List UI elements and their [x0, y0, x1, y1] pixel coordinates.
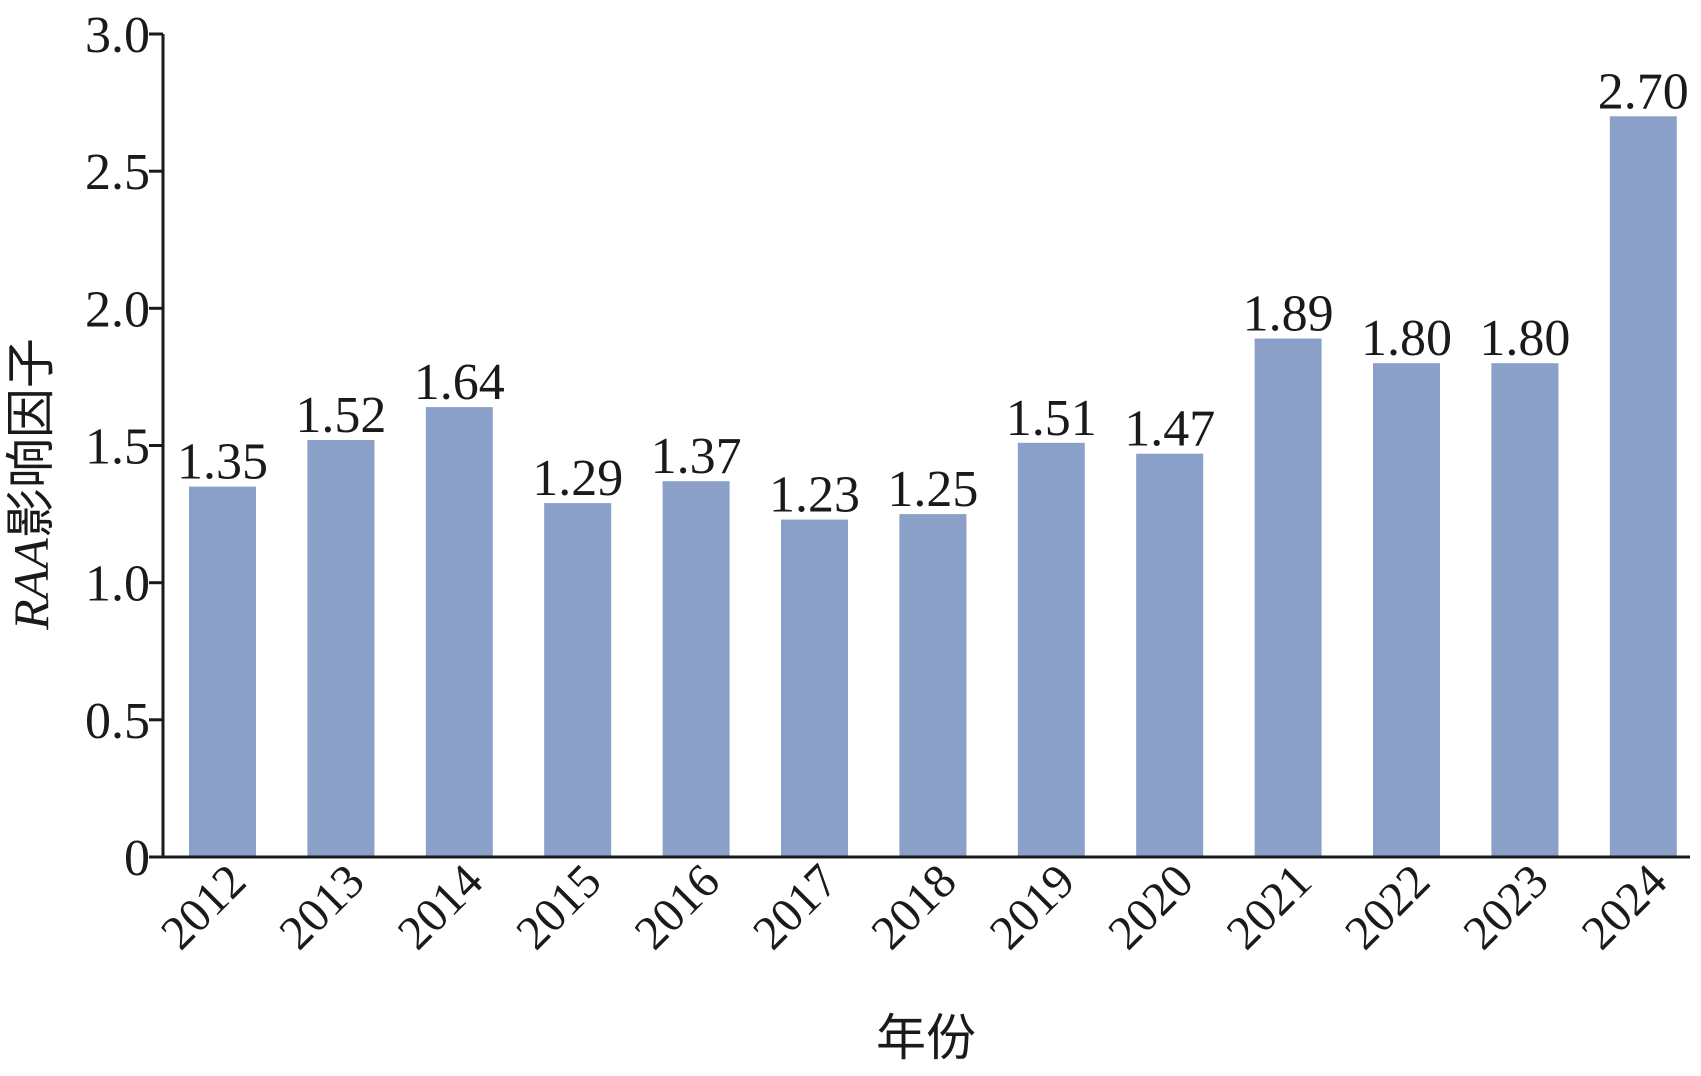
x-tick-label-2021: 2021 — [1217, 854, 1322, 959]
bar-2018 — [899, 514, 967, 857]
data-label-2016: 1.37 — [651, 428, 742, 485]
bar-2013 — [307, 440, 375, 857]
data-label-2021: 1.89 — [1243, 286, 1334, 343]
y-tick-label-1.5: 1.5 — [85, 419, 150, 476]
x-tick-label-2014: 2014 — [388, 854, 493, 959]
data-label-2018: 1.25 — [887, 461, 978, 518]
x-tick-label-2019: 2019 — [980, 854, 1085, 959]
data-label-2017: 1.23 — [769, 467, 860, 524]
data-label-2014: 1.64 — [414, 354, 505, 411]
y-tick-label-1.0: 1.0 — [85, 556, 150, 613]
bar-2012 — [189, 486, 256, 857]
y-ticks-layer: 0 0.5 1.0 1.5 2.0 2.5 3.0 — [85, 7, 163, 887]
x-tick-label-2022: 2022 — [1335, 854, 1440, 959]
y-tick-label-0: 0 — [124, 830, 150, 887]
data-label-2023: 1.80 — [1479, 310, 1570, 367]
data-labels-layer: 1.35 1.52 1.64 1.29 1.37 1.23 1.25 1.51 1.47 1.89… — [177, 63, 1689, 523]
x-tick-label-2018: 2018 — [861, 854, 966, 959]
x-tick-label-2017: 2017 — [743, 854, 848, 959]
x-tick-label-2013: 2013 — [269, 854, 374, 959]
data-label-2020: 1.47 — [1124, 401, 1215, 458]
data-label-2013: 1.52 — [295, 387, 386, 444]
y-tick-label-0.5: 0.5 — [85, 693, 150, 750]
x-tick-label-2015: 2015 — [506, 854, 611, 959]
data-label-2024: 2.70 — [1598, 63, 1689, 120]
bar-2020 — [1136, 453, 1204, 857]
y-axis-label-italic: RAA — [3, 538, 59, 631]
bar-2024 — [1609, 116, 1677, 858]
x-axis-label: 年份 — [876, 1010, 976, 1066]
data-label-2019: 1.51 — [1006, 390, 1097, 447]
x-tick-label-2020: 2020 — [1098, 854, 1203, 959]
bar-2014 — [425, 407, 493, 857]
bar-2016 — [662, 481, 730, 857]
y-tick-label-2.5: 2.5 — [85, 144, 150, 201]
y-tick-label-3.0: 3.0 — [85, 7, 150, 64]
x-tick-label-2016: 2016 — [625, 854, 730, 959]
bar-2019 — [1017, 442, 1085, 857]
data-label-2022: 1.80 — [1361, 310, 1452, 367]
x-tick-label-2012: 2012 — [151, 854, 256, 959]
bar-2015 — [544, 503, 612, 857]
y-tick-label-2.0: 2.0 — [85, 281, 150, 338]
y-axis-label: RAA影响因子 — [3, 338, 59, 631]
x-tick-label-2024: 2024 — [1572, 854, 1677, 959]
data-label-2015: 1.29 — [532, 450, 623, 507]
data-label-2012: 1.35 — [177, 434, 268, 491]
bars-layer — [189, 116, 1677, 858]
x-tick-label-2023: 2023 — [1453, 854, 1558, 959]
x-ticks-layer: 2012 2013 2014 2015 2016 2017 2018 2019 2020 2021… — [151, 854, 1677, 959]
bar-2022 — [1373, 363, 1440, 857]
y-axis-label-rest: 影响因子 — [3, 338, 59, 538]
bar-2017 — [781, 519, 848, 857]
bar-2021 — [1254, 338, 1322, 857]
bar-2023 — [1491, 363, 1559, 857]
